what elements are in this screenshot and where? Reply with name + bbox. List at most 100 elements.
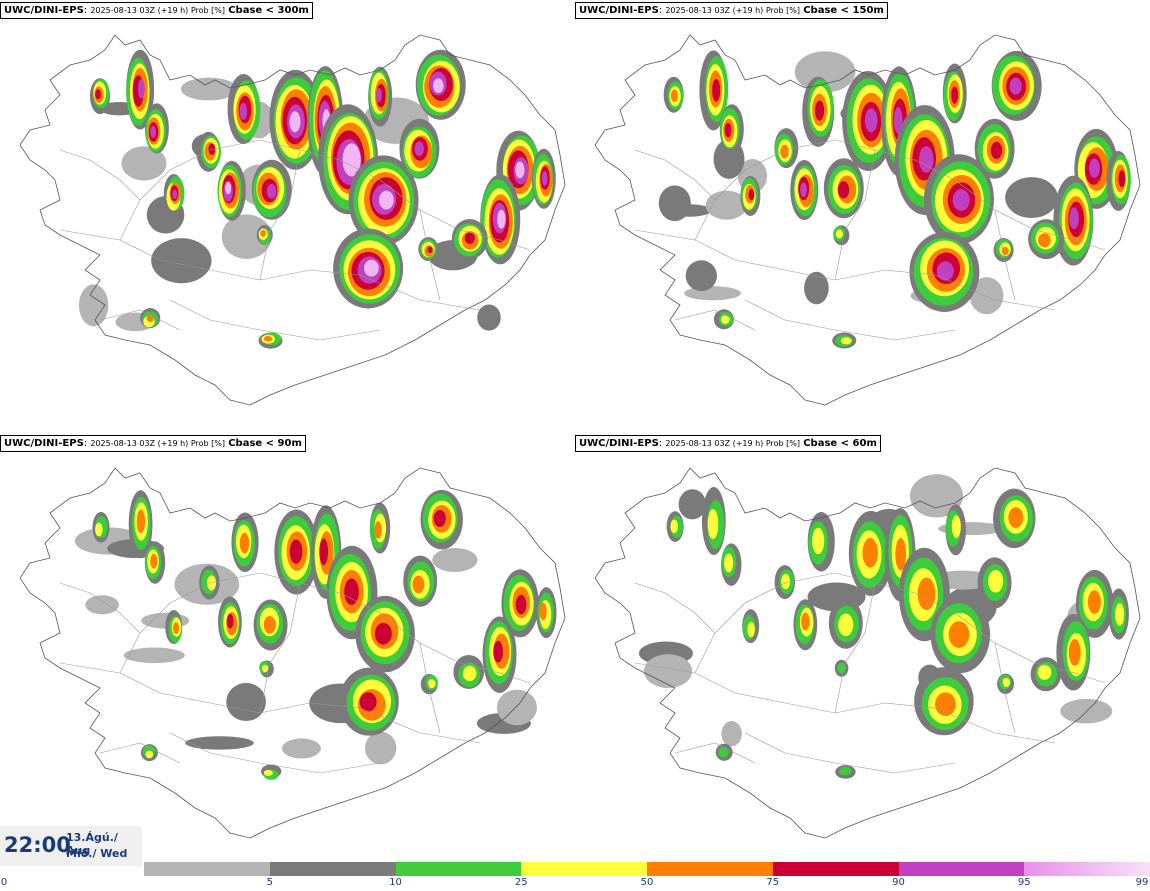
probability-contour [289,111,301,133]
probability-contour [225,181,232,195]
color-scale-tick-label: 25 [514,877,528,888]
probability-contour [497,209,506,229]
road-line [419,642,441,734]
probability-contour [951,86,959,104]
probability-contour [837,181,850,199]
road-line [744,732,956,774]
probability-contour [289,539,303,564]
probability-contour [150,125,157,138]
probability-contour [374,622,392,645]
probability-contour [801,612,810,631]
probability-contour [379,190,394,210]
color-scale-tick-label: 10 [389,877,402,888]
probability-contour [263,615,276,634]
probability-contour [895,538,907,571]
probability-contour [685,260,717,292]
probability-map [594,34,1141,406]
color-scale-tick-label: 5 [266,877,273,888]
road-line [694,572,876,674]
probability-contour [1008,507,1024,528]
probability-contour [919,146,934,173]
probability-contour [541,171,548,186]
probability-contour [151,238,212,284]
color-scale-bar [144,862,1150,876]
road-line [169,299,381,341]
probability-contour [239,102,248,120]
map-panel-90m: UWC/DINI-EPS: 2025-08-13 03Z (+19 h) Pro… [0,433,575,863]
probability-contour [282,738,321,759]
color-scale-tick-label: 50 [640,877,654,888]
probability-contour [670,89,678,103]
probability-contour [145,750,154,759]
road-line [119,572,301,674]
probability-contour [1068,638,1081,666]
probability-contour [266,184,277,199]
probability-contour [95,89,101,100]
color-scale-segment [521,862,647,876]
probability-contour [263,769,273,776]
probability-contour [464,232,475,244]
probability-contour [1060,698,1113,724]
probability-contour [800,182,807,198]
color-scale-tick-label: 95 [1017,877,1031,888]
probability-contour [1037,664,1052,680]
probability-contour [705,190,748,220]
map-panel-60m: UWC/DINI-EPS: 2025-08-13 03Z (+19 h) Pro… [575,433,1150,863]
color-scale-tick-label: 0 [0,877,8,888]
coastline [19,34,566,406]
probability-contour [707,508,719,540]
road-line [119,139,301,241]
probability-contour [678,489,707,520]
probability-contour [412,575,425,594]
probability-contour [952,189,970,211]
probability-contour [840,337,852,345]
probability-contour [180,77,238,101]
probability-contour [917,577,936,611]
road-line [744,299,956,341]
probability-contour [948,621,970,648]
probability-contour [365,731,397,765]
probability-contour [433,78,444,94]
probability-contour [95,522,103,537]
probability-contour [814,100,825,121]
probability-contour [1002,677,1011,687]
road-line [634,582,716,634]
probability-contour [969,277,1004,315]
probability-contour [720,315,730,324]
probability-contour [1115,603,1125,626]
panel-title: UWC/DINI-EPS: 2025-08-13 03Z (+19 h) Pro… [0,2,313,19]
color-scale-tick-label: 75 [766,877,780,888]
probability-contour [862,538,878,568]
coastline [19,467,566,839]
probability-contour [1069,207,1079,230]
map-panel-300m: UWC/DINI-EPS: 2025-08-13 03Z (+19 h) Pro… [0,0,575,430]
probability-contour [724,122,732,138]
probability-contour [748,188,755,201]
road-line [59,582,141,634]
probability-contour [658,185,691,222]
probability-contour [515,161,525,179]
probability-contour [226,682,266,722]
probability-contour [724,553,734,573]
probability-contour [344,578,359,606]
color-scale-tick-label: 90 [892,877,905,888]
probability-contour [909,474,964,518]
color-scale-segment [898,862,1025,876]
valid-time: 22:00 [4,833,71,857]
probability-contour [150,553,158,569]
probability-contour [515,594,527,615]
probability-contour [670,519,679,534]
probability-contour [346,149,358,170]
probability-contour [173,622,179,634]
probability-contour [432,547,478,573]
probability-contour [747,622,755,638]
probability-contour [208,143,216,155]
probability-contour [146,314,154,322]
probability-contour [262,664,269,673]
color-scale-segment [772,862,899,876]
road-line [259,582,301,714]
panel-title: UWC/DINI-EPS: 2025-08-13 03Z (+19 h) Pro… [575,2,888,19]
valid-time-box: 22:00 13.Ágú./ Aug Mið./ Wed [0,826,142,866]
probability-map [19,34,566,406]
probability-contour [988,569,1004,593]
